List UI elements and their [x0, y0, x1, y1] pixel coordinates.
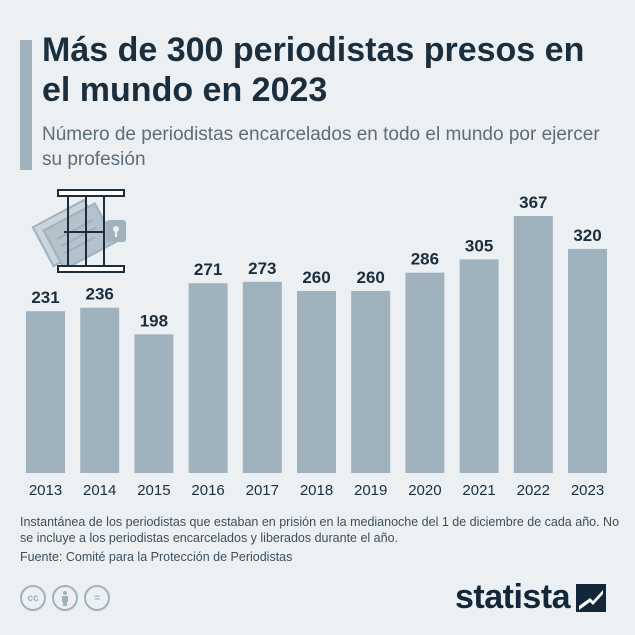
x-tick-2013: 2013	[29, 482, 62, 499]
value-label-2019: 260	[357, 268, 385, 287]
value-label-2014: 236	[86, 285, 114, 304]
value-label-2013: 231	[31, 288, 59, 307]
x-tick-2020: 2020	[408, 482, 441, 499]
value-labels: 231 236 198 271 273 260 260 286 305 367 320	[31, 193, 601, 330]
bar-2023	[568, 248, 607, 473]
x-tick-2017: 2017	[246, 482, 279, 499]
statista-logo-icon	[576, 583, 607, 612]
bar-2022	[513, 216, 553, 473]
bar-2017	[242, 281, 282, 473]
value-label-2023: 320	[573, 226, 601, 245]
license-icons: cc =	[20, 585, 110, 611]
bar-series	[26, 216, 607, 473]
bar-2013	[26, 311, 65, 473]
x-tick-2014: 2014	[83, 482, 116, 499]
x-tick-2016: 2016	[191, 482, 224, 499]
chart-footnote: Instantánea de los periodistas que estab…	[20, 515, 620, 545]
bar-2020	[405, 272, 445, 473]
chart-subtitle: Número de periodistas encarcelados en to…	[42, 124, 600, 170]
x-tick-2018: 2018	[300, 482, 333, 499]
x-tick-2022: 2022	[517, 482, 550, 499]
bar-2019	[351, 290, 391, 473]
value-label-2020: 286	[411, 250, 439, 269]
bar-2016	[188, 283, 228, 473]
statista-logo[interactable]: statista	[455, 578, 607, 617]
bar-2021	[459, 259, 499, 473]
source-link[interactable]: Fuente: Comité para la Protección de Per…	[20, 550, 293, 564]
x-tick-2021: 2021	[462, 482, 495, 499]
bar-2015	[134, 334, 174, 473]
value-label-2018: 260	[302, 268, 330, 287]
brand-name: statista	[455, 578, 571, 616]
value-label-2016: 271	[194, 260, 222, 279]
attribution-icon[interactable]	[52, 585, 78, 611]
cc-icon[interactable]: cc	[20, 585, 46, 611]
journalist-jail-illustration	[31, 189, 126, 273]
value-label-2022: 367	[519, 193, 547, 212]
x-tick-2019: 2019	[354, 482, 387, 499]
x-tick-2023: 2023	[571, 482, 604, 499]
value-label-2021: 305	[465, 236, 493, 255]
bar-2014	[80, 307, 120, 473]
x-tick-2015: 2015	[137, 482, 170, 499]
title-accent-bar	[20, 40, 32, 170]
value-label-2015: 198	[140, 311, 168, 330]
value-label-2017: 273	[248, 259, 276, 278]
bar-2018	[297, 290, 336, 473]
x-axis-labels: 2013 2014 2015 2016 2017 2018 2019 2020 2021 2022…	[29, 482, 604, 499]
no-derivatives-icon[interactable]: =	[84, 585, 110, 611]
chart-title: Más de 300 periodistas presos en el mund…	[42, 31, 585, 109]
